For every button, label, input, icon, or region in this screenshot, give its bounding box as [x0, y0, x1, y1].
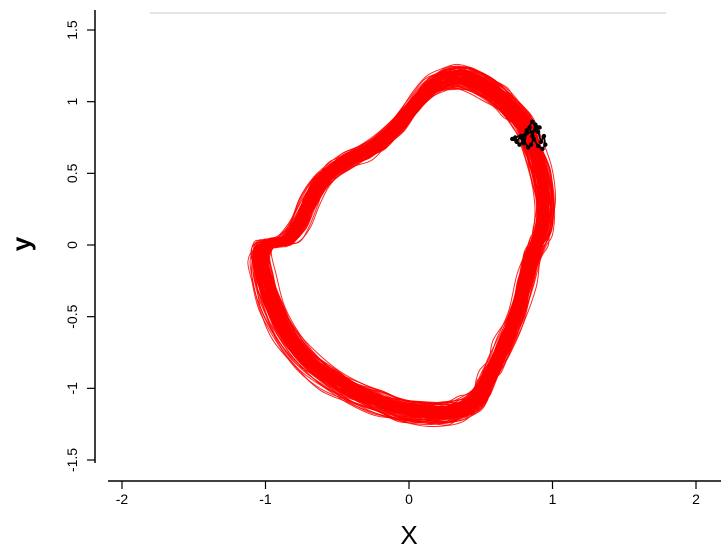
cluster-layer: [510, 119, 548, 152]
cluster-point: [538, 139, 544, 144]
cluster-point: [530, 119, 535, 124]
cluster-point: [541, 133, 547, 139]
x-ticks: -2 -1 0 1 2: [116, 481, 700, 507]
trajectory-line: [265, 76, 544, 412]
cluster-point: [513, 135, 518, 140]
cluster-point: [535, 143, 541, 149]
cluster-point: [533, 128, 538, 133]
cluster-point: [517, 142, 522, 147]
y-tick-label: 1.5: [64, 20, 80, 40]
y-tick-label: -0.5: [64, 304, 80, 328]
cluster-point: [540, 146, 545, 152]
y-tick-label: 1: [64, 98, 80, 106]
cluster-point: [527, 125, 532, 130]
cluster-point: [533, 122, 538, 127]
cluster-point: [537, 125, 542, 130]
cluster-point: [520, 136, 525, 142]
x-tick-label: -1: [259, 491, 272, 507]
trajectory-line: [255, 66, 553, 422]
x-tick-label: 1: [549, 491, 557, 507]
x-tick-label: 2: [692, 491, 700, 507]
y-tick-label: -1.5: [64, 448, 80, 472]
y-ticks: -1.5 -1 -0.5 0 0.5 1 1.5: [64, 20, 95, 472]
x-tick-label: 0: [405, 491, 413, 507]
cluster-point: [524, 128, 529, 133]
x-tick-label: -2: [116, 491, 129, 507]
trajectory-line: [257, 73, 546, 414]
x-axis-title: X: [400, 520, 417, 550]
cluster-point: [528, 142, 534, 147]
trajectory-layer: [247, 63, 557, 428]
cluster-point: [525, 145, 531, 150]
trajectory-line: [262, 82, 552, 413]
y-tick-label: -1: [64, 382, 80, 395]
cluster-point: [531, 136, 536, 142]
y-tick-label: 0.5: [64, 163, 80, 183]
cluster-point: [514, 139, 519, 144]
cluster-point: [543, 142, 548, 147]
trajectory-line: [267, 85, 550, 418]
y-axis-title: y: [6, 236, 36, 251]
trajectory-line: [264, 82, 543, 407]
y-tick-label: 0: [64, 241, 80, 249]
